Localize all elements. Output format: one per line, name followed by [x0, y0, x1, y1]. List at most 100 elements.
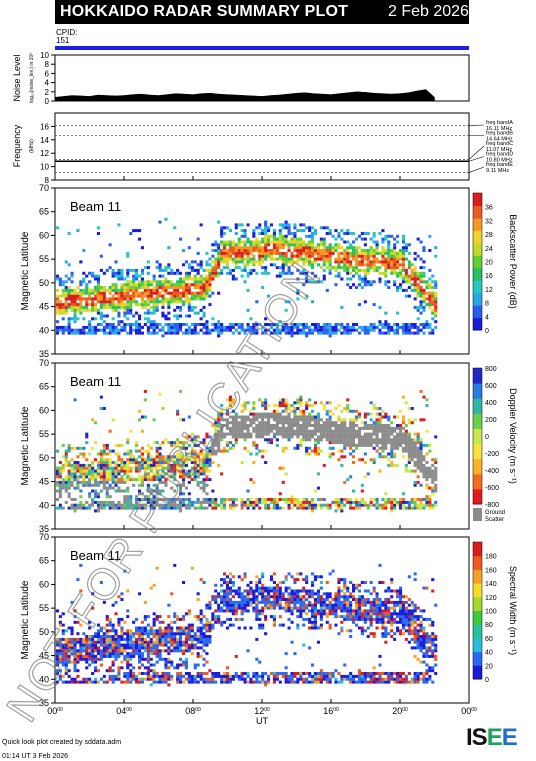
scatter-cell — [164, 283, 168, 287]
beam-panel-2-ytick-label-45: 45 — [39, 477, 49, 487]
scatter-cell — [431, 286, 435, 289]
scatter-cell — [205, 260, 209, 264]
scatter-cell — [149, 478, 153, 482]
scatter-cell — [96, 232, 100, 235]
scatter-cell — [349, 266, 353, 270]
scatter-cell — [99, 506, 103, 510]
scatter-cell — [143, 632, 147, 636]
scatter-cell — [120, 617, 124, 621]
scatter-cell — [331, 421, 335, 425]
scatter-cell — [352, 455, 356, 459]
scatter-cell — [140, 297, 144, 301]
scatter-cell — [79, 311, 83, 315]
scatter-cell — [187, 297, 191, 301]
scatter-cell — [196, 483, 200, 487]
scatter-cell — [396, 311, 400, 315]
scatter-cell — [102, 643, 106, 647]
scatter-cell — [249, 268, 253, 272]
scatter-cell — [346, 407, 350, 410]
scatter-cell — [413, 325, 417, 329]
scatter-cell — [240, 323, 244, 326]
scatter-cell — [170, 455, 174, 459]
scatter-cell — [261, 237, 265, 241]
scatter-cell — [167, 463, 171, 467]
scatter-cell — [79, 469, 83, 473]
scatter-cell — [132, 268, 136, 272]
freq-band-name-3: freq bandD — [486, 152, 513, 158]
scatter-cell — [158, 632, 162, 636]
scatter-cell — [401, 415, 405, 419]
scatter-cell — [352, 257, 356, 261]
scatter-cell — [70, 317, 74, 321]
scatter-cell — [267, 498, 271, 501]
scatter-cell — [138, 455, 142, 459]
scatter-cell — [325, 503, 329, 507]
scatter-cell — [99, 323, 103, 326]
scatter-cell — [267, 237, 271, 241]
scatter-cell — [340, 463, 344, 467]
scatter-cell — [135, 441, 139, 445]
scatter-cell — [79, 475, 83, 479]
scatter-cell — [102, 674, 106, 678]
scatter-cell — [91, 288, 95, 292]
scatter-cell — [223, 589, 227, 593]
scatter-cell — [410, 500, 414, 504]
scatter-cell — [225, 263, 229, 267]
scatter-cell — [135, 495, 139, 499]
scatter-cell — [410, 268, 414, 272]
scatter-cell — [146, 443, 150, 447]
scatter-cell — [170, 325, 174, 329]
scatter-cell — [434, 469, 438, 473]
scatter-cell — [140, 452, 144, 456]
scatter-cell — [146, 649, 150, 653]
scatter-cell — [258, 426, 262, 430]
scatter-cell — [419, 389, 423, 393]
scatter-cell — [176, 280, 180, 284]
scatter-cell — [146, 271, 150, 275]
scatter-cell — [94, 635, 98, 638]
scatter-cell — [176, 305, 180, 309]
scatter-cell — [331, 438, 335, 442]
scatter-cell — [170, 458, 174, 462]
scatter-cell — [182, 680, 186, 684]
scatter-cell — [149, 311, 153, 315]
scatter-cell — [387, 432, 391, 436]
scatter-cell — [55, 506, 59, 510]
scatter-cell — [393, 323, 397, 326]
scatter-cell — [249, 581, 253, 584]
scatter-cell — [58, 657, 62, 661]
scatter-cell — [393, 441, 397, 445]
scatter-cell — [208, 635, 212, 638]
scatter-cell — [196, 635, 200, 638]
scatter-cell — [399, 438, 403, 442]
scatter-cell — [55, 311, 59, 315]
scatter-cell — [146, 280, 150, 284]
scatter-cell — [287, 429, 291, 433]
scatter-cell — [99, 663, 103, 667]
scatter-cell — [167, 458, 171, 462]
scatter-cell — [129, 466, 133, 470]
scatter-cell — [422, 308, 426, 312]
scatter-cell — [422, 305, 426, 309]
scatter-cell — [108, 669, 112, 673]
scatter-cell — [140, 291, 144, 295]
scatter-cell — [214, 506, 218, 510]
scatter-cell — [105, 632, 109, 636]
scatter-cell — [340, 229, 344, 233]
scatter-cell — [123, 461, 127, 464]
scatter-cell — [158, 294, 162, 298]
scatter-cell — [214, 274, 218, 278]
scatter-cell — [108, 635, 112, 638]
scatter-cell — [249, 409, 253, 413]
scatter-cell — [328, 432, 332, 436]
scatter-cell — [369, 426, 373, 430]
noise-ytick-label-2: 2 — [45, 88, 50, 97]
scatter-cell — [220, 472, 224, 476]
scatter-cell — [173, 323, 177, 326]
scatter-cell — [182, 443, 186, 447]
scatter-cell — [311, 243, 315, 247]
scatter-cell — [334, 229, 338, 233]
scatter-cell — [264, 251, 268, 255]
scatter-cell — [404, 441, 408, 445]
scatter-cell — [135, 503, 139, 507]
